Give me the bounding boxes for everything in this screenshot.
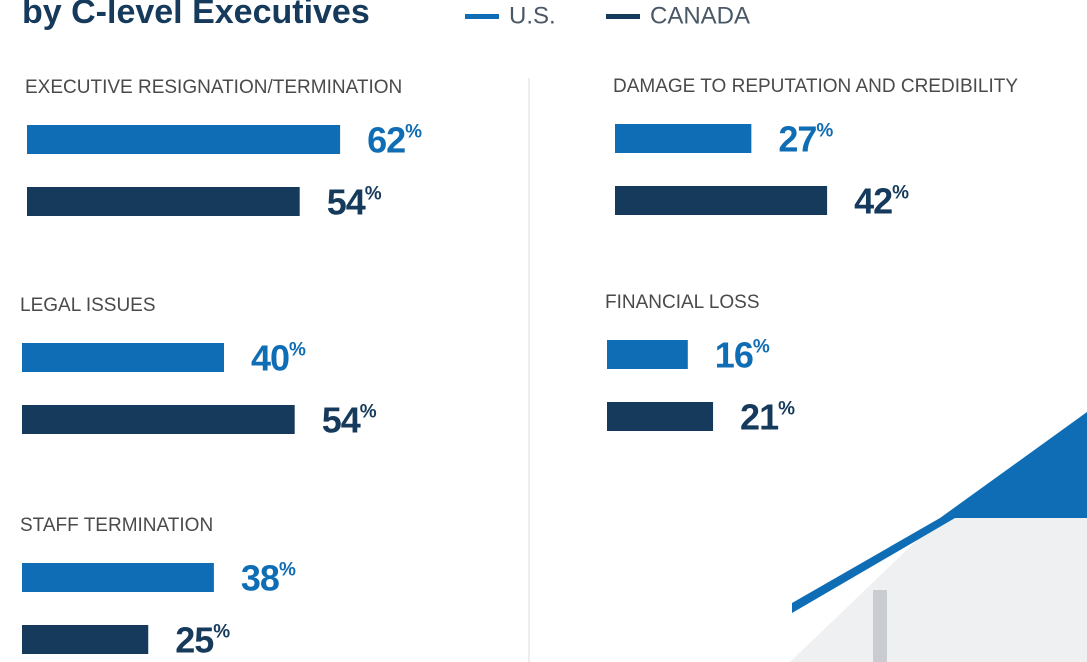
bar: [27, 125, 340, 154]
decoration: [790, 412, 1087, 662]
value-label: 16%: [715, 334, 770, 375]
value-label: 54%: [322, 399, 377, 440]
bar: [607, 402, 713, 431]
category-title: STAFF TERMINATION: [20, 515, 213, 536]
bar: [607, 340, 688, 369]
bar: [615, 124, 751, 153]
value-label: 38%: [241, 557, 296, 598]
chart: by C-level Executives U.S. CANADA EXECUTIV…: [0, 0, 1087, 662]
decor-pole: [873, 590, 887, 662]
bar: [615, 186, 827, 215]
bar: [22, 563, 214, 592]
category-title: FINANCIAL LOSS: [605, 292, 760, 313]
legend-swatch: [465, 14, 499, 19]
legend-label: CANADA: [650, 2, 750, 29]
bar: [22, 625, 148, 654]
category-title: EXECUTIVE RESIGNATION/TERMINATION: [25, 77, 402, 98]
value-label: 54%: [327, 181, 382, 222]
category-title: LEGAL ISSUES: [20, 295, 156, 316]
bar: [27, 187, 300, 216]
legend-label: U.S.: [509, 2, 556, 29]
bar: [22, 343, 224, 372]
value-label: 25%: [175, 619, 230, 660]
legend-swatch: [606, 14, 640, 19]
value-label: 42%: [854, 180, 909, 221]
bar: [22, 405, 295, 434]
value-label: 27%: [778, 118, 833, 159]
value-label: 62%: [367, 119, 422, 160]
value-label: 40%: [251, 337, 306, 378]
value-label: 21%: [740, 396, 795, 437]
category-title: DAMAGE TO REPUTATION AND CREDIBILITY: [613, 76, 1018, 97]
decor-triangle: [940, 412, 1087, 518]
chart-title: by C-level Executives: [22, 0, 370, 31]
decor-panel: [790, 518, 1087, 662]
